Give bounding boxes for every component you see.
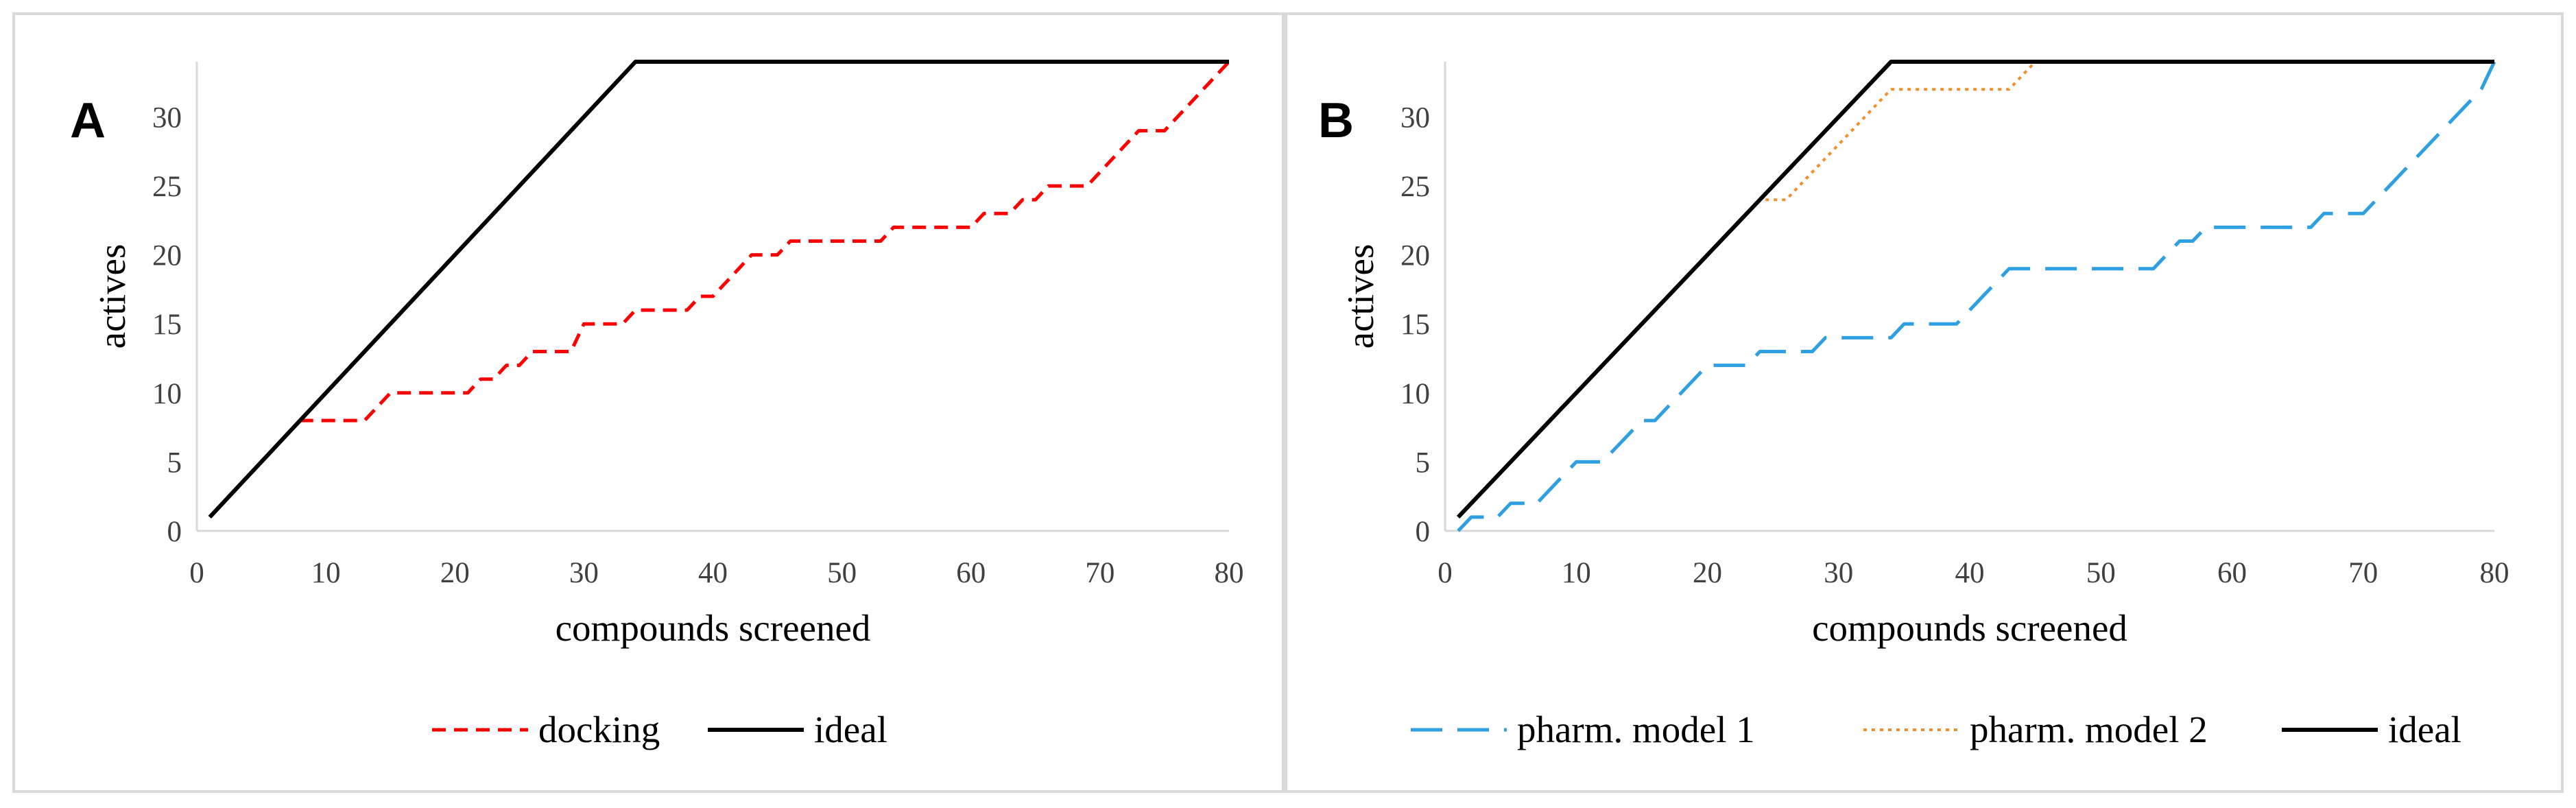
y-tick-label: 25 bbox=[1400, 171, 1430, 203]
panel-letter: A bbox=[70, 93, 106, 148]
y-tick-label: 10 bbox=[1400, 378, 1430, 410]
chart-panel-a: 0 5 10 15 20 25 30 0 10 20 30 40 50 60 70 80 compounds s… bbox=[12, 12, 1285, 793]
y-tick-label: 20 bbox=[1400, 240, 1430, 272]
y-axis-title: actives bbox=[91, 244, 133, 349]
x-tick-label: 40 bbox=[698, 557, 728, 589]
panel-letter: B bbox=[1318, 93, 1354, 148]
x-tick-label: 50 bbox=[827, 557, 857, 589]
x-tick-label: 20 bbox=[1693, 557, 1722, 589]
x-tick-label: 80 bbox=[2480, 557, 2509, 589]
y-tick-label: 10 bbox=[152, 378, 182, 410]
x-tick-label: 60 bbox=[2217, 557, 2247, 589]
legend-label: ideal bbox=[2388, 709, 2461, 750]
y-tick-label: 15 bbox=[152, 309, 182, 341]
x-tick-label: 30 bbox=[1824, 557, 1853, 589]
x-tick-label: 10 bbox=[311, 557, 341, 589]
x-tick-label: 30 bbox=[569, 557, 599, 589]
x-tick-label: 70 bbox=[1085, 557, 1114, 589]
x-tick-label: 0 bbox=[1438, 557, 1453, 589]
y-tick-label: 0 bbox=[1416, 516, 1431, 548]
x-tick-label: 70 bbox=[2348, 557, 2378, 589]
x-axis-title: compounds screened bbox=[556, 607, 871, 649]
x-tick-label: 60 bbox=[956, 557, 986, 589]
chart-panel-b: 0 5 10 15 20 25 30 0 10 20 30 40 50 60 70 80 compounds s… bbox=[1285, 12, 2564, 793]
x-tick-label: 80 bbox=[1215, 557, 1244, 589]
y-axis-title: actives bbox=[1339, 244, 1381, 349]
y-tick-label: 20 bbox=[152, 240, 182, 272]
x-tick-label: 40 bbox=[1955, 557, 1985, 589]
series-line-pharm-model-2 bbox=[1745, 60, 2037, 215]
x-axis-title: compounds screened bbox=[1812, 607, 2127, 649]
y-tick-label: 25 bbox=[152, 171, 182, 203]
y-tick-label: 5 bbox=[1416, 447, 1431, 479]
y-tick-label: 30 bbox=[1400, 102, 1430, 134]
series-line-ideal bbox=[1456, 60, 2494, 519]
legend-label: pharm. model 1 bbox=[1517, 709, 1755, 750]
legend-label: docking bbox=[538, 709, 660, 750]
series-line-ideal bbox=[208, 60, 1229, 519]
x-tick-label: 0 bbox=[189, 557, 204, 589]
y-tick-label: 30 bbox=[152, 102, 182, 134]
x-tick-label: 10 bbox=[1562, 557, 1591, 589]
x-tick-label: 50 bbox=[2086, 557, 2116, 589]
series-line-docking bbox=[208, 60, 1230, 519]
chart-b-svg: 0 5 10 15 20 25 30 0 10 20 30 40 50 60 70 80 compounds s… bbox=[1318, 60, 2509, 750]
y-tick-label: 15 bbox=[1400, 309, 1430, 341]
series-line-pharm-model-1 bbox=[1457, 60, 2496, 532]
legend-label: pharm. model 2 bbox=[1970, 709, 2208, 750]
x-tick-label: 20 bbox=[440, 557, 470, 589]
y-tick-label: 5 bbox=[167, 447, 182, 479]
chart-a-svg: 0 5 10 15 20 25 30 0 10 20 30 40 50 60 70 80 compounds s… bbox=[70, 60, 1244, 750]
legend-label: ideal bbox=[814, 709, 887, 750]
y-tick-label: 0 bbox=[167, 516, 182, 548]
